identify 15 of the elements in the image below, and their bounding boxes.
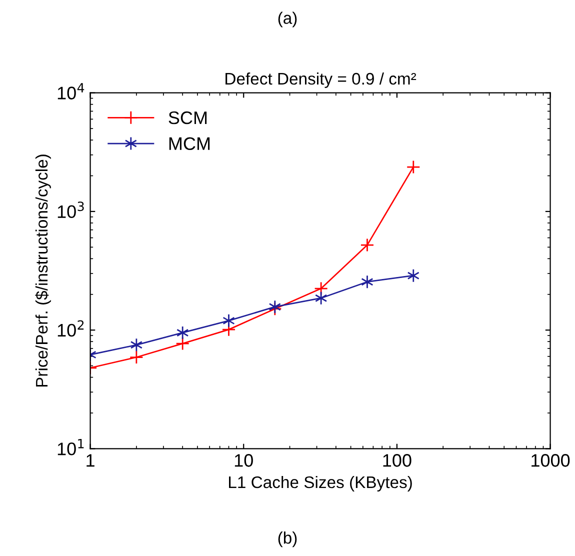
x-tick-label: 1 — [86, 454, 94, 467]
x-tick-label: 100 — [383, 454, 412, 467]
y-axis-title: Price/Perf. ($/instructions/cycle) — [35, 154, 51, 387]
text: (b) — [278, 532, 297, 548]
y-tick-label: 10$^{2}$ — [58, 320, 84, 337]
chart-title: Defect Density = 0.9 / cm² — [226, 72, 416, 88]
y-tick-label: 10$^{3}$ — [58, 202, 84, 218]
text: (a) — [278, 12, 297, 28]
x-tick-label: 10 — [234, 454, 253, 467]
legend-label: MCM — [169, 137, 210, 150]
y-tick-label: 10$^{1}$ — [58, 438, 84, 456]
y-tick-label: 10$^{4}$ — [58, 83, 84, 100]
x-tick-label: 1000 — [532, 454, 570, 467]
legend-label: SCM — [168, 111, 207, 124]
x-axis-title: L1 Cache Sizes (KBytes) — [229, 476, 412, 492]
